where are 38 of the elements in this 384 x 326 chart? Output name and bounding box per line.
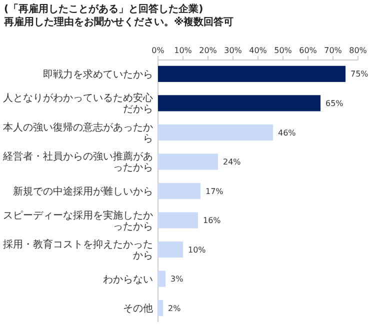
bar: [158, 300, 163, 316]
x-tick-label: 10%: [174, 46, 192, 55]
y-tick-label: 採用・教育コストを抑えたかったから: [3, 238, 153, 262]
data-label: 17%: [206, 186, 224, 196]
y-tick-label: 経営者・社員からの強い推薦があったから: [2, 150, 153, 174]
y-tick-label: その他: [123, 302, 153, 315]
x-tick-label: 40%: [249, 46, 268, 55]
y-tick-label: スピーディーな採用を実施したかったから: [3, 209, 153, 232]
bar: [158, 124, 273, 141]
bar: [158, 270, 166, 287]
bar: [158, 212, 198, 228]
data-label: 2%: [168, 304, 182, 313]
x-tick-label: 80%: [349, 46, 368, 55]
y-tick-label: わからない: [103, 274, 153, 286]
chart-subtitle: 再雇用した理由をお聞かせください。※複数回答可: [3, 16, 234, 28]
y-tick-label: 即戦力を求めていたから: [43, 68, 153, 80]
x-tick-label: 30%: [224, 46, 242, 55]
data-label: 10%: [188, 245, 206, 254]
data-label: 65%: [326, 98, 344, 108]
x-tick-label: 20%: [199, 46, 218, 55]
data-label: 16%: [203, 216, 222, 226]
data-label: 3%: [170, 274, 184, 284]
y-tick-label: 人となりがわかっているため安心だから: [3, 92, 153, 116]
bar: [158, 182, 200, 200]
bar: [158, 154, 218, 170]
x-tick-label: 50%: [274, 46, 292, 55]
y-tick-label: 新規での中途採用が難しいから: [13, 186, 153, 198]
chart-title: (「再雇用したことがある」と回答した企業): [4, 3, 204, 15]
data-label: 24%: [223, 158, 242, 167]
x-tick-label: 70%: [324, 46, 342, 55]
x-tick-label: 0%: [152, 46, 165, 55]
bar: [158, 95, 320, 112]
data-label: 75%: [350, 70, 369, 79]
y-tick-label: 本人の強い復帰の意志があったから: [3, 121, 153, 144]
x-tick-label: 60%: [299, 46, 318, 55]
bar: [158, 241, 183, 258]
bar: [158, 66, 346, 82]
data-label: 46%: [278, 128, 296, 138]
